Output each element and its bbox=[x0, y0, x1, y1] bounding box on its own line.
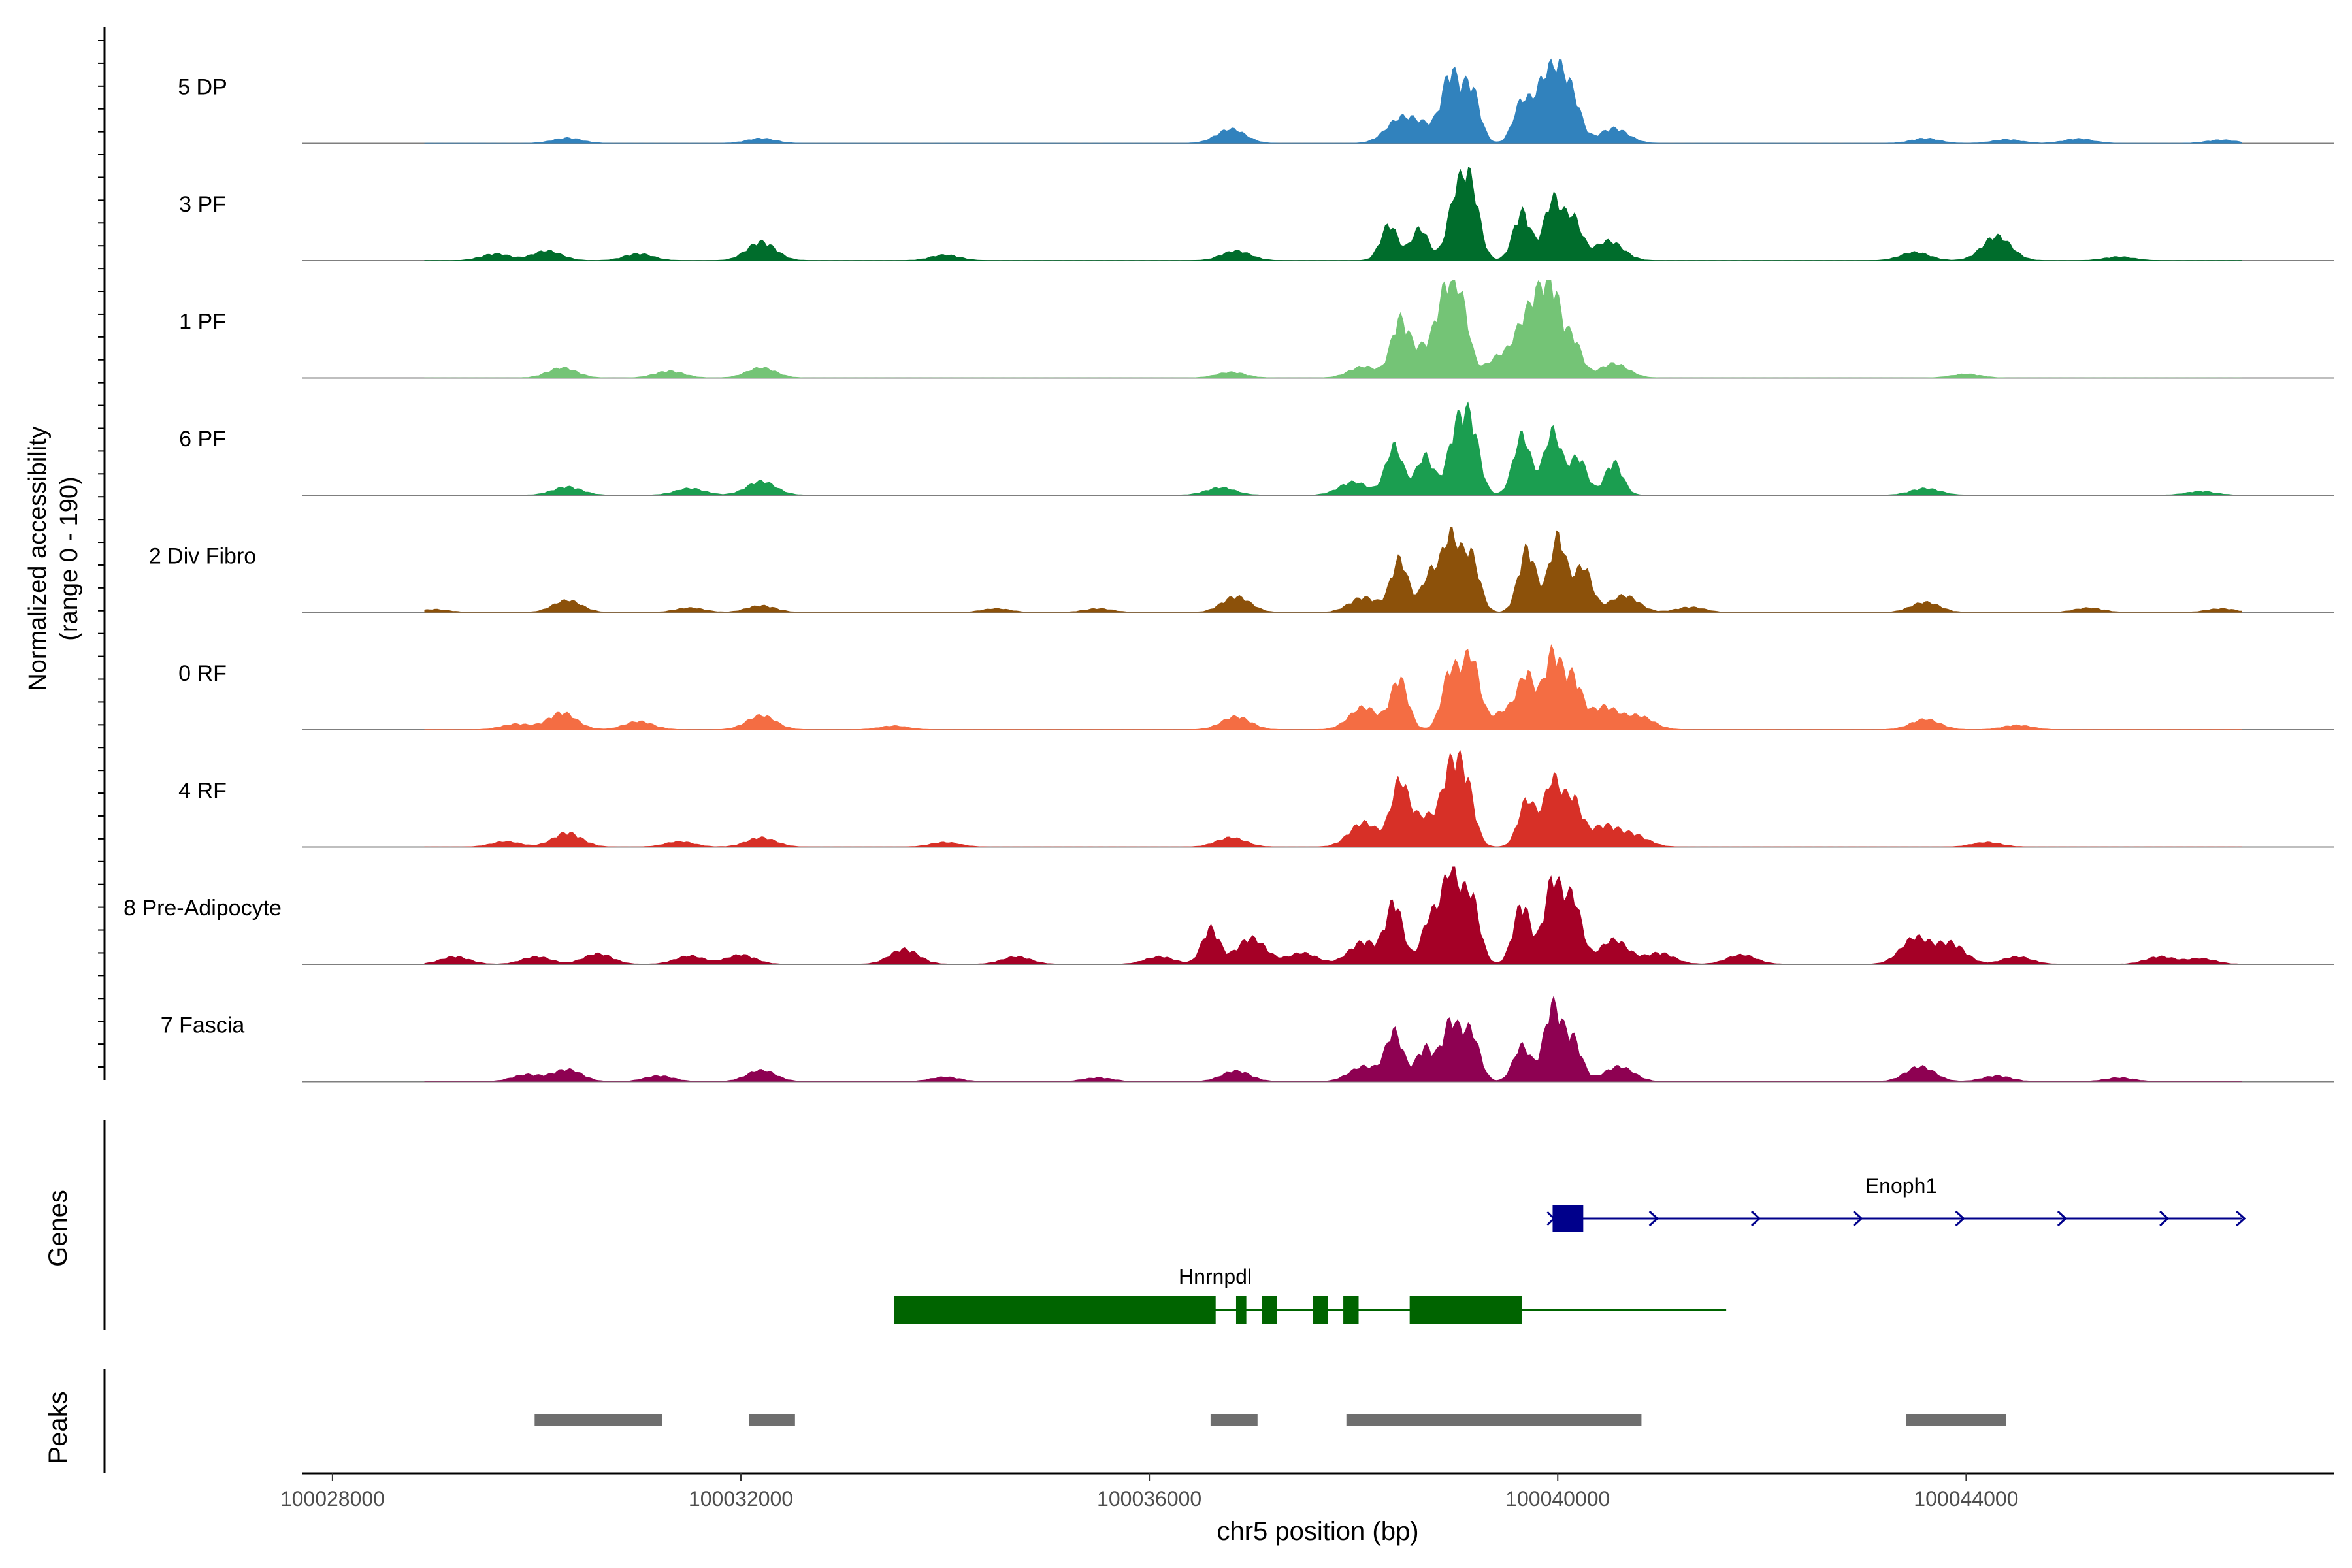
coverage-area bbox=[424, 280, 2242, 378]
y-axis-title: Normalized accessibility bbox=[24, 426, 52, 691]
axis-labels: Normalized accessibility (range 0 - 190)… bbox=[24, 426, 1419, 1546]
track-2-div-fibro: 2 Div Fibro bbox=[149, 527, 2334, 613]
strand-arrow bbox=[2236, 1210, 2246, 1227]
gene-track: Enoph1 Hnrnpdl bbox=[894, 1174, 2246, 1324]
peak-region bbox=[1906, 1414, 2006, 1426]
track-label: 2 Div Fibro bbox=[149, 544, 256, 569]
y-axis-range: (range 0 - 190) bbox=[56, 476, 83, 640]
peak-region bbox=[534, 1414, 662, 1426]
x-axis-title: chr5 position (bp) bbox=[1217, 1517, 1418, 1546]
track-8-pre-adipocyte: 8 Pre-Adipocyte bbox=[123, 866, 2334, 965]
strand-arrow bbox=[1853, 1210, 1863, 1227]
track-label: 1 PF bbox=[179, 310, 226, 335]
gene-exon bbox=[1343, 1296, 1359, 1324]
peak-region bbox=[1210, 1414, 1258, 1426]
coverage-area bbox=[424, 749, 2242, 847]
coverage-area bbox=[424, 167, 2242, 261]
track-label: 3 PF bbox=[179, 192, 226, 217]
strand-arrow bbox=[2057, 1210, 2068, 1227]
coverage-area bbox=[424, 401, 2242, 495]
gene-enoph1: Enoph1 bbox=[1546, 1174, 2246, 1232]
track-7-fascia: 7 Fascia bbox=[161, 995, 2334, 1083]
strand-arrow bbox=[1546, 1211, 1556, 1226]
x-tick-label: 100044000 bbox=[1914, 1487, 2018, 1511]
x-tick-label: 100028000 bbox=[280, 1487, 385, 1511]
x-tick-label: 100032000 bbox=[689, 1487, 793, 1511]
axes: 100028000 100032000 100036000 100040000 1000… bbox=[98, 27, 2334, 1511]
track-0-rf: 0 RF bbox=[178, 644, 2334, 730]
track-label: 8 Pre-Adipocyte bbox=[123, 896, 282, 921]
coverage-area bbox=[424, 644, 2242, 730]
track-4-rf: 4 RF bbox=[178, 749, 2334, 848]
gene-exon bbox=[1552, 1205, 1584, 1232]
gene-label: Hnrnpdl bbox=[1179, 1265, 1252, 1288]
coverage-area bbox=[424, 58, 2242, 144]
gene-exon bbox=[1409, 1296, 1522, 1324]
strand-arrow bbox=[1955, 1210, 1965, 1227]
peak-track bbox=[534, 1414, 2006, 1426]
gene-exon bbox=[1313, 1296, 1328, 1324]
gene-label: Enoph1 bbox=[1865, 1174, 1937, 1198]
track-1-pf: 1 PF bbox=[179, 280, 2334, 379]
coverage-area bbox=[424, 866, 2242, 964]
peak-region bbox=[749, 1414, 795, 1426]
track-label: 4 RF bbox=[178, 779, 227, 804]
strand-arrow bbox=[1750, 1210, 1761, 1227]
gene-hnrnpdl: Hnrnpdl bbox=[894, 1265, 1727, 1324]
peak-region bbox=[1346, 1414, 1642, 1426]
coverage-area bbox=[424, 995, 2242, 1082]
x-tick-label: 100040000 bbox=[1505, 1487, 1610, 1511]
track-5-dp: 5 DP bbox=[178, 58, 2334, 144]
coverage-area bbox=[424, 527, 2242, 613]
peaks-label: Peaks bbox=[44, 1391, 73, 1463]
gene-exon bbox=[1235, 1296, 1247, 1324]
genes-label: Genes bbox=[44, 1190, 73, 1267]
track-label: 7 Fascia bbox=[161, 1013, 245, 1038]
x-tick-label: 100036000 bbox=[1097, 1487, 1201, 1511]
track-label: 0 RF bbox=[178, 661, 227, 686]
coverage-tracks: 5 DP 3 PF 1 PF 6 PF 2 Div Fibro 0 RF 4 RF 8 Pre… bbox=[123, 58, 2334, 1083]
strand-arrow bbox=[1648, 1210, 1659, 1227]
gene-exon bbox=[1262, 1296, 1277, 1324]
track-label: 6 PF bbox=[179, 427, 226, 451]
strand-arrow bbox=[2159, 1210, 2170, 1227]
track-6-pf: 6 PF bbox=[179, 401, 2334, 496]
track-3-pf: 3 PF bbox=[179, 167, 2334, 261]
gene-exon bbox=[894, 1296, 1216, 1324]
track-label: 5 DP bbox=[178, 75, 227, 100]
